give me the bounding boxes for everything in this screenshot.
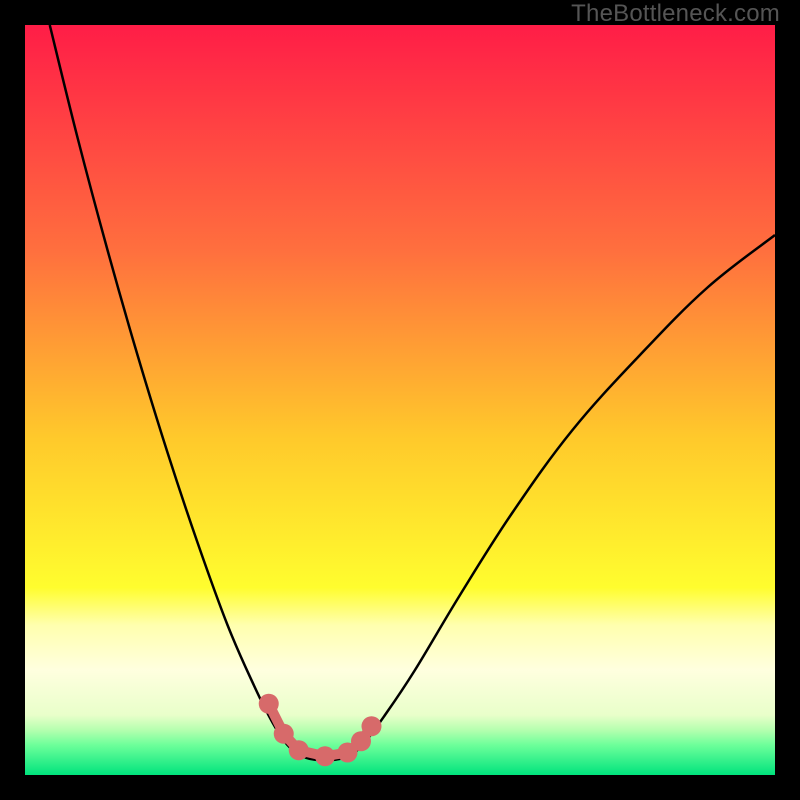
watermark-text: TheBottleneck.com — [571, 0, 780, 28]
marker-dot — [259, 694, 279, 714]
marker-dot — [274, 724, 294, 744]
marker-dot — [289, 740, 309, 760]
chart-svg — [0, 0, 800, 800]
marker-dots — [259, 694, 382, 767]
bottleneck-curve — [50, 25, 775, 761]
marker-dot — [362, 716, 382, 736]
marker-dot — [315, 746, 335, 766]
